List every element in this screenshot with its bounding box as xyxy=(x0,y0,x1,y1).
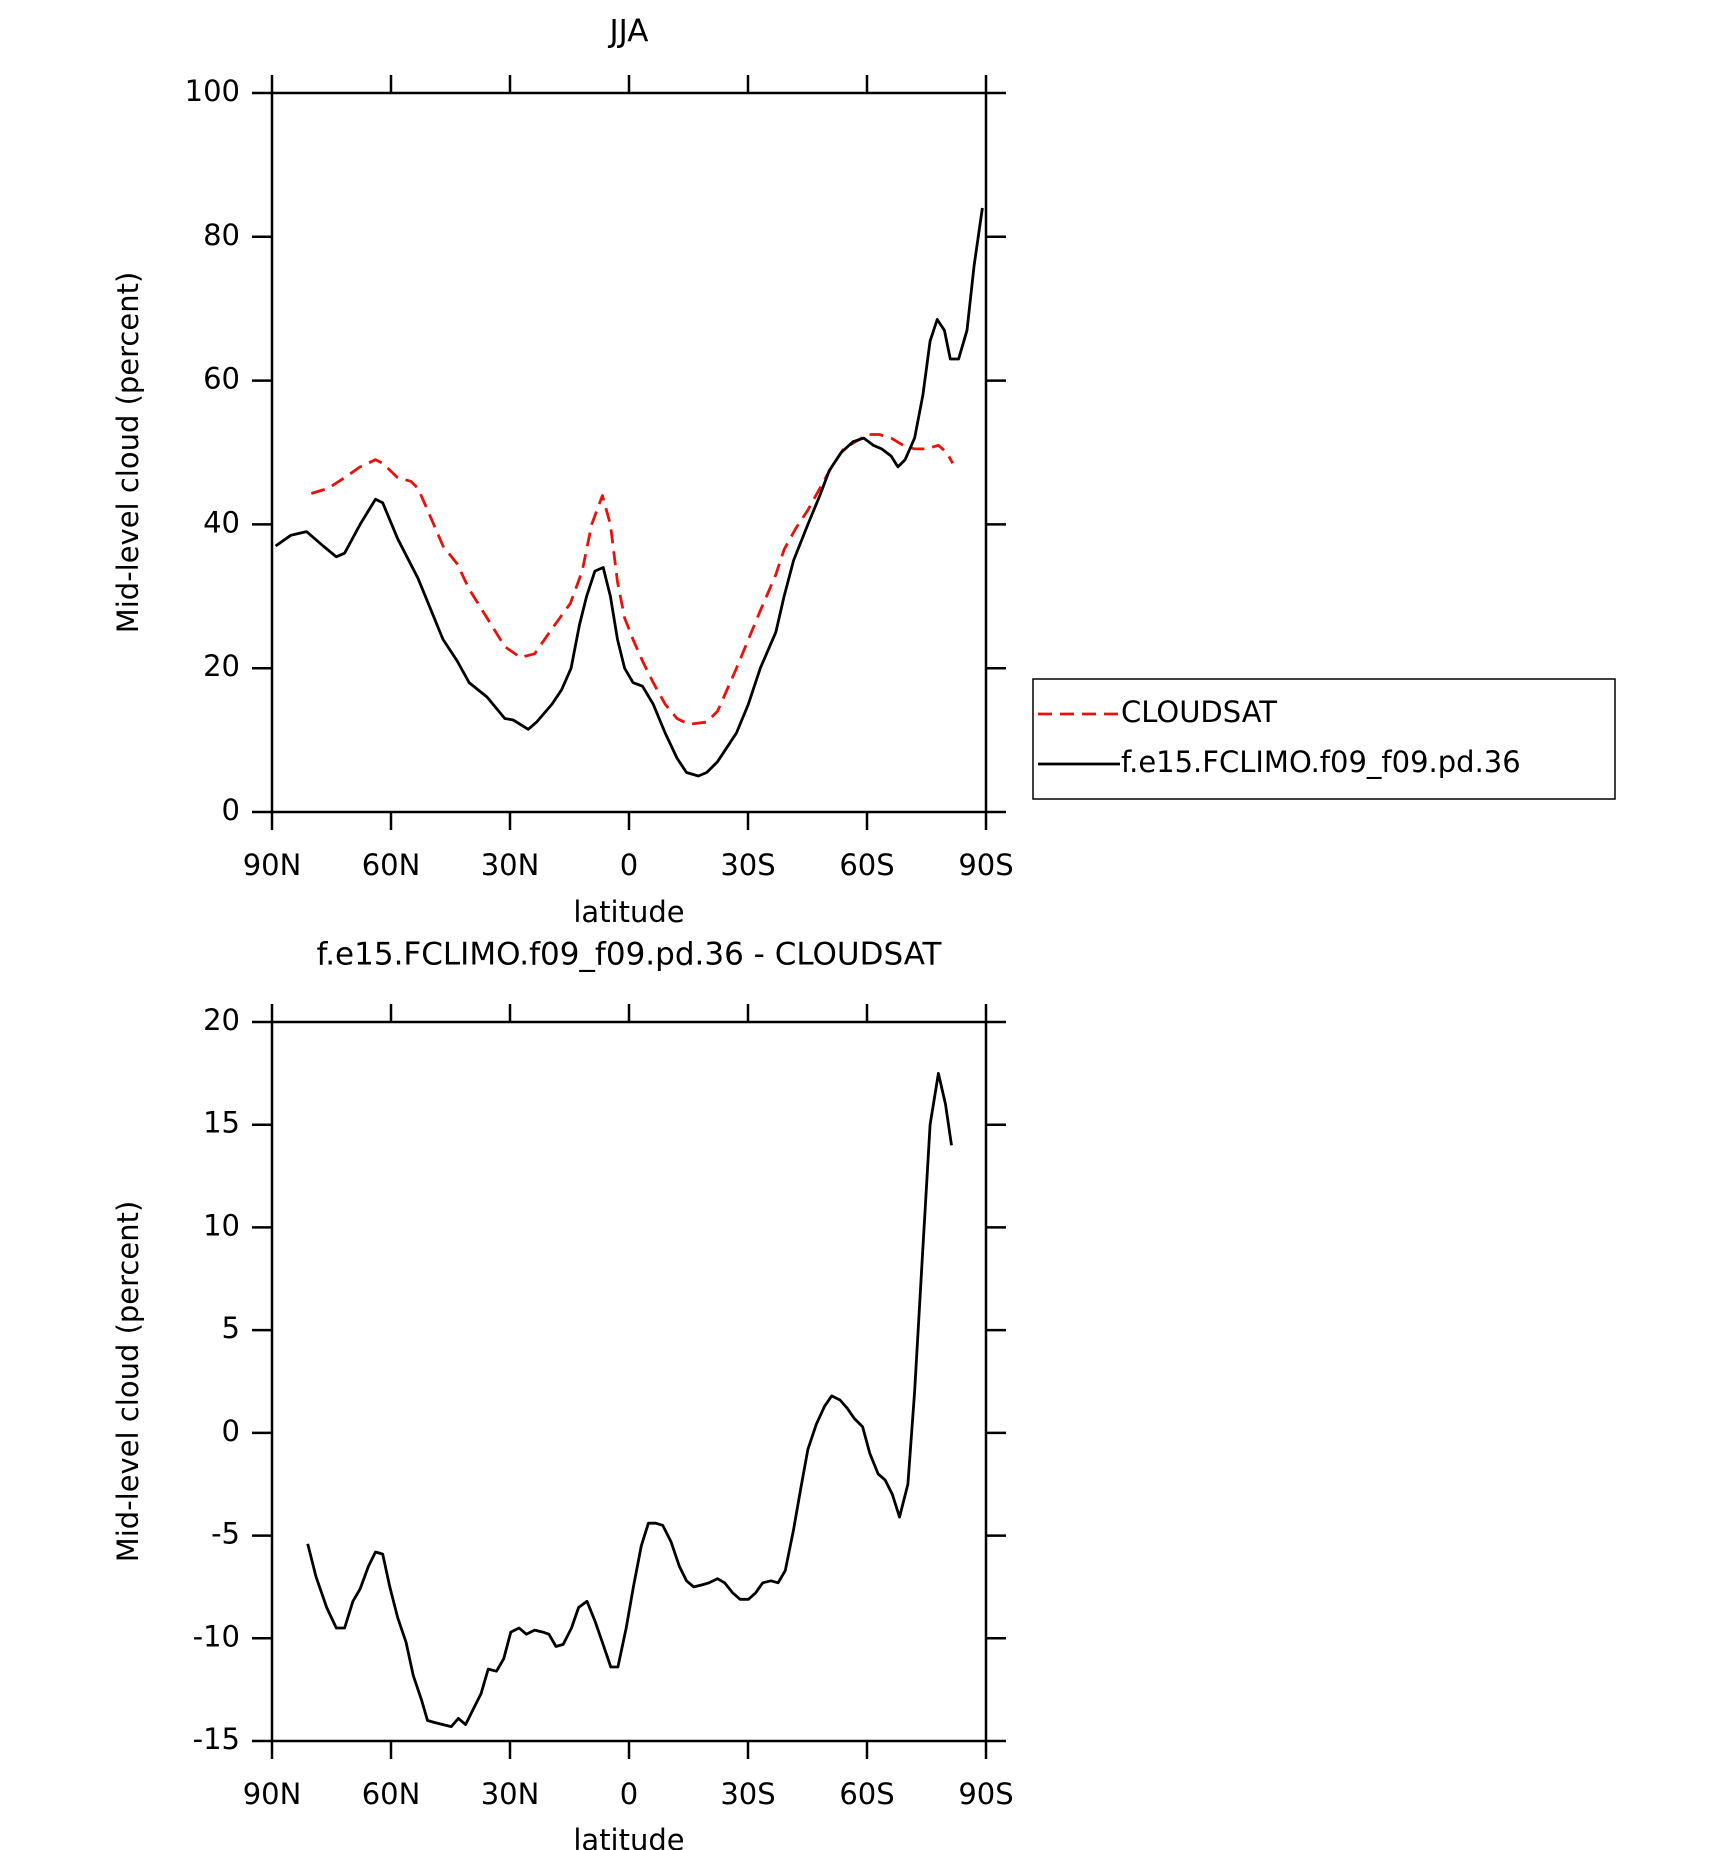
y-tick-label: -10 xyxy=(193,1619,240,1653)
y-tick-label: 5 xyxy=(222,1311,240,1345)
chart-title: f.e15.FCLIMO.f09_f09.pd.36 - CLOUDSAT xyxy=(317,937,943,973)
x-tick-label: 90S xyxy=(958,1777,1013,1811)
y-tick-label: 20 xyxy=(203,649,240,683)
x-tick-label: 60N xyxy=(362,848,421,882)
x-tick-label: 30S xyxy=(720,848,775,882)
series-line xyxy=(274,207,984,778)
x-tick-label: 90S xyxy=(958,848,1013,882)
series-line xyxy=(306,1072,953,1728)
legend-label: CLOUDSAT xyxy=(1121,695,1277,729)
chart-title: JJA xyxy=(608,14,649,50)
x-tick-label: 30N xyxy=(481,848,540,882)
y-tick-label: 100 xyxy=(185,74,240,108)
y-tick-label: 60 xyxy=(203,362,240,396)
x-tick-label: 90N xyxy=(243,848,302,882)
y-tick-label: -5 xyxy=(211,1517,240,1551)
plot-frame xyxy=(270,1020,988,1743)
x-tick-label: 60N xyxy=(362,1777,421,1811)
y-tick-label: -15 xyxy=(193,1722,240,1756)
legend-label: f.e15.FCLIMO.f09_f09.pd.36 xyxy=(1121,745,1521,779)
y-axis-label: Mid-level cloud (percent) xyxy=(111,272,145,634)
plot-frame xyxy=(270,91,988,814)
x-axis-label: latitude xyxy=(573,895,684,929)
x-tick-label: 30S xyxy=(720,1777,775,1811)
x-tick-label: 30N xyxy=(481,1777,540,1811)
x-axis-label: latitude xyxy=(573,1823,684,1850)
x-tick-label: 0 xyxy=(620,1777,638,1811)
x-tick-label: 0 xyxy=(620,848,638,882)
x-tick-label: 60S xyxy=(839,848,894,882)
y-tick-label: 15 xyxy=(203,1106,240,1140)
x-tick-label: 90N xyxy=(243,1777,302,1811)
y-axis-label: Mid-level cloud (percent) xyxy=(111,1201,145,1563)
y-tick-label: 40 xyxy=(203,505,240,539)
x-tick-label: 60S xyxy=(839,1777,894,1811)
y-tick-label: 10 xyxy=(203,1208,240,1242)
y-tick-label: 0 xyxy=(222,793,240,827)
y-tick-label: 0 xyxy=(222,1414,240,1448)
y-tick-label: 80 xyxy=(203,218,240,252)
legend-box xyxy=(1032,678,1616,800)
y-tick-label: 20 xyxy=(203,1003,240,1037)
